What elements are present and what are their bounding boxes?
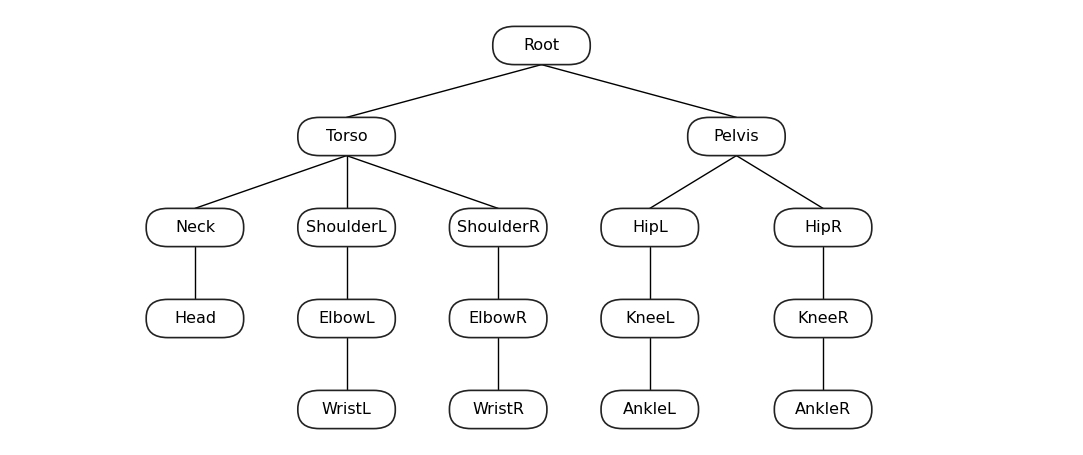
Text: AnkleL: AnkleL [623,402,677,417]
Text: AnkleR: AnkleR [795,402,851,417]
FancyBboxPatch shape [298,299,395,338]
FancyBboxPatch shape [146,299,244,338]
Text: Pelvis: Pelvis [714,129,759,144]
Text: WristR: WristR [472,402,524,417]
FancyBboxPatch shape [688,117,785,156]
FancyBboxPatch shape [601,208,699,247]
Text: Root: Root [523,38,560,53]
Text: WristL: WristL [322,402,371,417]
FancyBboxPatch shape [774,390,872,429]
FancyBboxPatch shape [298,117,395,156]
Text: Head: Head [174,311,216,326]
Text: ShoulderR: ShoulderR [457,220,539,235]
FancyBboxPatch shape [449,390,547,429]
Text: ElbowR: ElbowR [469,311,527,326]
Text: HipL: HipL [631,220,668,235]
FancyBboxPatch shape [774,208,872,247]
Text: Torso: Torso [326,129,367,144]
FancyBboxPatch shape [298,390,395,429]
Text: HipR: HipR [804,220,843,235]
Text: KneeR: KneeR [797,311,849,326]
FancyBboxPatch shape [493,26,590,65]
Text: KneeL: KneeL [625,311,675,326]
Text: ElbowL: ElbowL [318,311,375,326]
FancyBboxPatch shape [449,299,547,338]
FancyBboxPatch shape [146,208,244,247]
FancyBboxPatch shape [449,208,547,247]
Text: ShoulderL: ShoulderL [306,220,387,235]
FancyBboxPatch shape [774,299,872,338]
FancyBboxPatch shape [601,299,699,338]
FancyBboxPatch shape [601,390,699,429]
Text: Neck: Neck [174,220,216,235]
FancyBboxPatch shape [298,208,395,247]
